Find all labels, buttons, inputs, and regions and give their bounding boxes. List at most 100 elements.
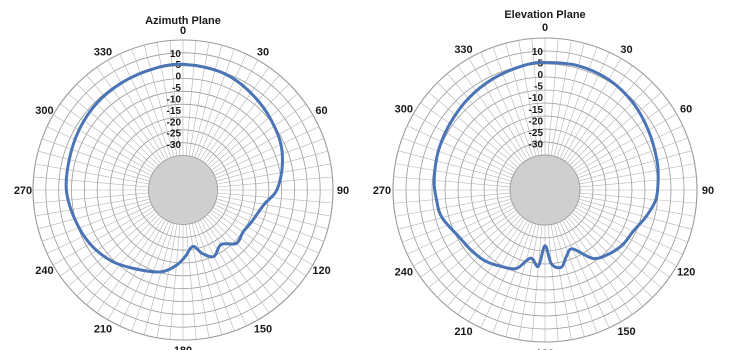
spoke-line <box>212 114 314 174</box>
spoke-line <box>216 163 331 185</box>
spoke-line <box>413 113 515 173</box>
angle-label-30: 30 <box>620 44 632 56</box>
center-disk <box>148 155 218 225</box>
spoke-line <box>559 52 610 159</box>
angle-label-300: 300 <box>395 104 413 116</box>
angle-label-300: 300 <box>35 105 53 117</box>
angle-label-120: 120 <box>312 265 330 277</box>
plot-title: Azimuth Plane <box>145 15 221 27</box>
spoke-line <box>395 195 511 217</box>
angle-label-210: 210 <box>454 326 472 338</box>
spoke-line <box>547 224 559 342</box>
spoke-line <box>457 218 526 315</box>
angle-label-270: 270 <box>14 185 32 197</box>
spoke-line <box>468 220 528 322</box>
spoke-line <box>420 209 517 278</box>
spoke-line <box>211 103 307 171</box>
spoke-line <box>143 45 175 157</box>
angle-label-180: 180 <box>536 348 554 350</box>
spoke-line <box>202 218 270 314</box>
spoke-line <box>76 83 159 166</box>
spoke-line <box>550 224 572 340</box>
spoke-line <box>569 82 653 166</box>
radial-tick-label: 5 <box>175 60 181 71</box>
angle-label-330: 330 <box>94 46 112 58</box>
spoke-line <box>413 207 515 267</box>
spoke-line <box>579 192 697 204</box>
radial-grid <box>33 40 333 340</box>
spoke-line <box>576 204 683 255</box>
spoke-line <box>437 82 521 166</box>
spoke-line <box>199 59 259 161</box>
spoke-line <box>576 125 683 176</box>
spoke-line <box>212 206 314 266</box>
spoke-line <box>35 163 150 185</box>
spoke-line <box>577 201 688 243</box>
spoke-line <box>420 102 517 171</box>
spoke-line <box>492 222 534 333</box>
angle-label-90: 90 <box>337 185 349 197</box>
spoke-line <box>562 58 622 160</box>
plot-title: Elevation Plane <box>504 9 585 21</box>
spoke-line <box>209 211 299 287</box>
spoke-line <box>41 201 151 242</box>
spoke-line <box>579 163 695 185</box>
spoke-line <box>564 65 633 162</box>
spoke-line <box>46 126 152 176</box>
radial-tick-label: -15 <box>167 106 182 117</box>
spoke-line <box>204 216 280 306</box>
spoke-line <box>447 73 523 164</box>
spoke-line <box>38 150 150 182</box>
spoke-line <box>562 220 622 322</box>
radial-tick-label: -25 <box>529 128 544 139</box>
spoke-line <box>156 42 178 157</box>
spoke-line <box>86 216 162 306</box>
spoke-line <box>169 40 181 156</box>
spoke-line <box>216 150 328 182</box>
spoke-line <box>505 43 537 157</box>
spoke-line <box>468 58 528 160</box>
spoke-line <box>216 195 331 217</box>
spoke-line <box>395 163 511 185</box>
angle-label-330: 330 <box>454 44 472 56</box>
spoke-line <box>579 195 695 217</box>
spoke-line <box>38 198 150 230</box>
spoke-line <box>550 40 572 156</box>
spoke-line <box>393 192 511 204</box>
radial-tick-label: 0 <box>175 72 181 83</box>
spoke-line <box>553 43 585 157</box>
spoke-line <box>131 222 172 332</box>
spoke-line <box>531 38 543 156</box>
spoke-line <box>428 92 519 168</box>
spoke-line <box>33 192 149 204</box>
spoke-line <box>571 92 662 168</box>
spoke-line <box>76 214 159 297</box>
spoke-line <box>492 47 534 158</box>
radial-tick-label: -10 <box>529 93 544 104</box>
angle-label-150: 150 <box>617 326 635 338</box>
spoke-line <box>67 211 157 287</box>
spoke-line <box>428 212 519 288</box>
angle-label-30: 30 <box>257 46 269 58</box>
spoke-line <box>556 222 598 333</box>
spoke-line <box>52 114 154 174</box>
spoke-line <box>202 66 270 162</box>
spoke-line <box>194 222 235 332</box>
spoke-line <box>567 216 643 307</box>
spoke-line <box>207 214 290 297</box>
angle-label-150: 150 <box>254 324 272 336</box>
spoke-line <box>579 176 697 188</box>
spoke-line <box>531 224 543 342</box>
spoke-line <box>59 209 155 277</box>
radial-tick-label: -15 <box>529 105 544 116</box>
spoke-line <box>407 204 514 255</box>
angle-label-0: 0 <box>542 22 548 34</box>
spoke-line <box>209 93 299 169</box>
radiation-pattern-line <box>432 61 660 271</box>
spoke-line <box>33 176 149 188</box>
spoke-line <box>207 83 290 166</box>
spoke-line <box>169 224 181 340</box>
spoke-line <box>185 40 197 156</box>
angle-label-210: 210 <box>94 324 112 336</box>
spoke-line <box>398 150 512 182</box>
